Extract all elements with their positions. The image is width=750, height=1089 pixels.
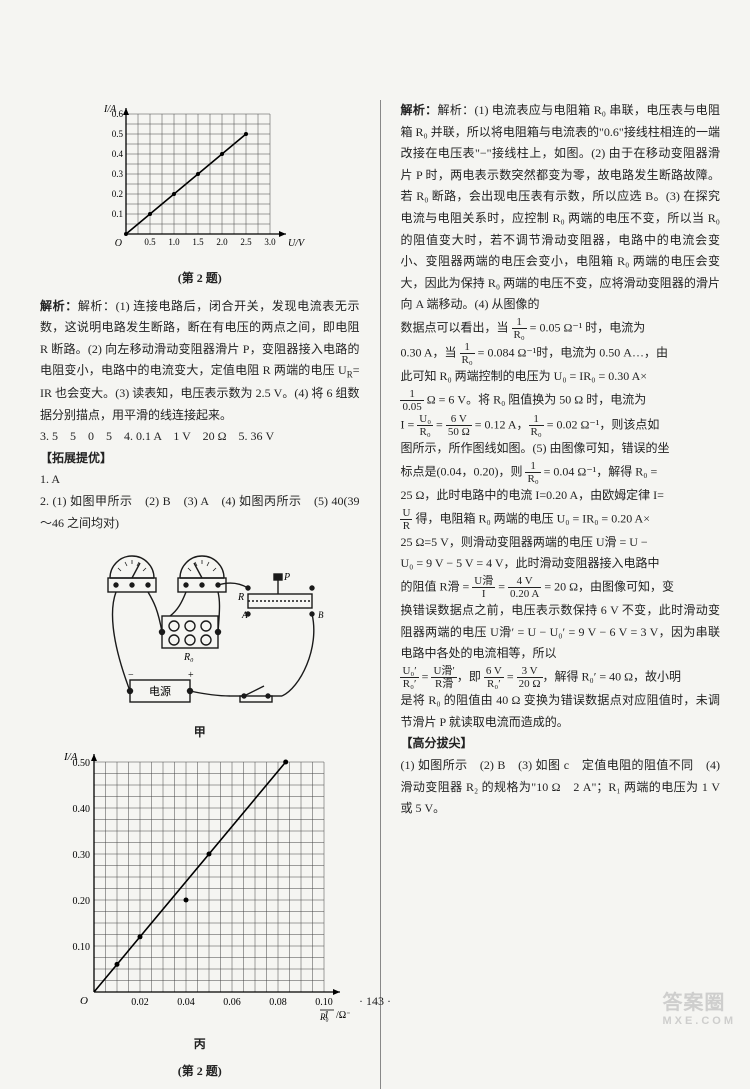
left-ans-1: 1. A <box>40 469 360 491</box>
svg-text:2.0: 2.0 <box>216 237 228 247</box>
svg-text:O: O <box>115 238 122 249</box>
svg-text:0.1: 0.1 <box>112 209 123 219</box>
svg-text:0.30: 0.30 <box>72 850 90 861</box>
left-line-3to5: 3. 5 5 0 5 4. 0.1 A 1 V 20 Ω 5. 36 V <box>40 426 360 448</box>
heading-tuozhan: 【拓展提优】 <box>40 448 360 470</box>
svg-text:A: A <box>241 610 248 620</box>
column-divider <box>380 100 381 1089</box>
page-number: · 143 · <box>0 994 750 1009</box>
svg-text:R₀: R₀ <box>319 1012 329 1022</box>
svg-text:0.5: 0.5 <box>112 129 124 139</box>
right-p8: 标点是(0.04，0.20)，则 1R₀ = 0.04 Ω⁻¹，解得 R₀ = <box>400 460 720 485</box>
right-p18: (1) 如图所示 (2) B (3) 如图 c 定值电阻的阻值不同 (4) 滑动… <box>400 755 720 820</box>
svg-text:I/A: I/A <box>63 751 78 763</box>
svg-text:B: B <box>318 610 324 620</box>
svg-text:1.5: 1.5 <box>192 237 204 247</box>
svg-text:+: + <box>188 670 194 681</box>
right-p7: 图所示，所作图线如图。(5) 由图像可知，错误的坐 <box>400 438 720 460</box>
svg-text:1.0: 1.0 <box>168 237 180 247</box>
page: 0.10.20.30.40.50.6 0.51.01.52.02.53.0 O … <box>40 100 720 1089</box>
svg-text:R: R <box>237 592 244 603</box>
watermark: 答案圈 MXE.COM <box>662 986 736 1027</box>
right-p10: UR 得，电阻箱 R₀ 两端的电压 U₀ = IR₀ = 0.20 A× <box>400 507 720 532</box>
right-p9: 25 Ω，此时电路中的电流 I=0.20 A，由欧姆定律 I= <box>400 485 720 507</box>
right-p14: 换错误数据点之前，电压表示数保持 6 V 不变，此时滑动变阻器两端的电压 U滑′… <box>400 600 720 665</box>
right-p1: 解析：解析：(1) 电流表应与电阻箱 R₀ 串联，电压表与电阻箱 R₀ 并联，所… <box>400 100 720 316</box>
circuit-caption: 甲 <box>40 722 360 744</box>
left-column: 0.10.20.30.40.50.6 0.51.01.52.02.53.0 O … <box>40 100 360 1089</box>
svg-text:U/V: U/V <box>288 238 306 249</box>
svg-text:0.2: 0.2 <box>112 189 123 199</box>
svg-text:/Ω⁻¹: /Ω⁻¹ <box>336 1010 350 1021</box>
svg-text:0.20: 0.20 <box>72 896 90 907</box>
right-p12: U₀ = 9 V − 5 V = 4 V，此时滑动变阻器接入电路中 <box>400 553 720 575</box>
right-p16: 是将 R₀ 的阻值由 40 Ω 变换为错误数据点对应阻值时，未调节滑片 P 就读… <box>400 690 720 733</box>
svg-text:0.4: 0.4 <box>112 149 124 159</box>
chart-iv-1: 0.10.20.30.40.50.6 0.51.01.52.02.53.0 O … <box>90 104 310 264</box>
right-column: 解析：解析：(1) 电流表应与电阻箱 R₀ 串联，电压表与电阻箱 R₀ 并联，所… <box>400 100 720 1089</box>
right-p2: 数据点可以看出，当 1R₀ = 0.05 Ω⁻¹ 时，电流为 <box>400 316 720 341</box>
right-p4: 此可知 R₀ 两端控制的电压为 U₀ = IR₀ = 0.30 A× <box>400 366 720 388</box>
circuit-jia: P R A B R₀ 电源 − + <box>70 538 330 718</box>
svg-text:电源: 电源 <box>149 684 171 698</box>
svg-text:2.5: 2.5 <box>240 237 252 247</box>
right-p3: 0.30 A，当 1R₀ = 0.084 Ω⁻¹时，电流为 0.50 A…，由 <box>400 341 720 366</box>
watermark-sub: MXE.COM <box>662 1015 736 1027</box>
svg-text:0.3: 0.3 <box>112 169 124 179</box>
left-analysis-1: 解析：解析：(1) 连接电路后，闭合开关，发现电流表无示数，这说明电路发生断路，… <box>40 296 360 427</box>
chart3-caption: (第 2 题) <box>40 1061 360 1083</box>
heading-gaofen: 【高分拔尖】 <box>400 733 720 755</box>
right-p11: 25 Ω=5 V，则滑动变阻器两端的电压 U滑 = U − <box>400 532 720 554</box>
svg-text:3.0: 3.0 <box>264 237 276 247</box>
svg-text:−: − <box>128 670 134 681</box>
chart-iv-3: 0.100.200.300.400.50 0.020.040.060.080.1… <box>50 750 350 1030</box>
right-p13: 的阻值 R滑 = U滑I = 4 V0.20 A = 20 Ω，由图像可知，变 <box>400 575 720 600</box>
svg-text:0.40: 0.40 <box>72 804 90 815</box>
left-ans-2: 2. (1) 如图甲所示 (2) B (3) A (4) 如图丙所示 (5) 4… <box>40 491 360 534</box>
right-p6: I = U₀R₀ = 6 V50 Ω = 0.12 A，1R₀ = 0.02 Ω… <box>400 413 720 438</box>
right-p15: U₀′R₀′ = U滑′R滑，即 6 VR₀′ = 3 V20 Ω，解得 R₀′… <box>400 665 720 690</box>
svg-text:0.10: 0.10 <box>72 942 90 953</box>
chart1-caption: (第 2 题) <box>40 268 360 290</box>
right-p5: 10.05 Ω = 6 V。将 R₀ 阻值换为 50 Ω 时，电流为 <box>400 388 720 413</box>
svg-text:R₀: R₀ <box>183 652 194 663</box>
svg-text:0.5: 0.5 <box>144 237 156 247</box>
watermark-main: 答案圈 <box>662 992 725 1014</box>
svg-text:P: P <box>283 572 290 583</box>
svg-text:I/A: I/A <box>103 104 117 115</box>
